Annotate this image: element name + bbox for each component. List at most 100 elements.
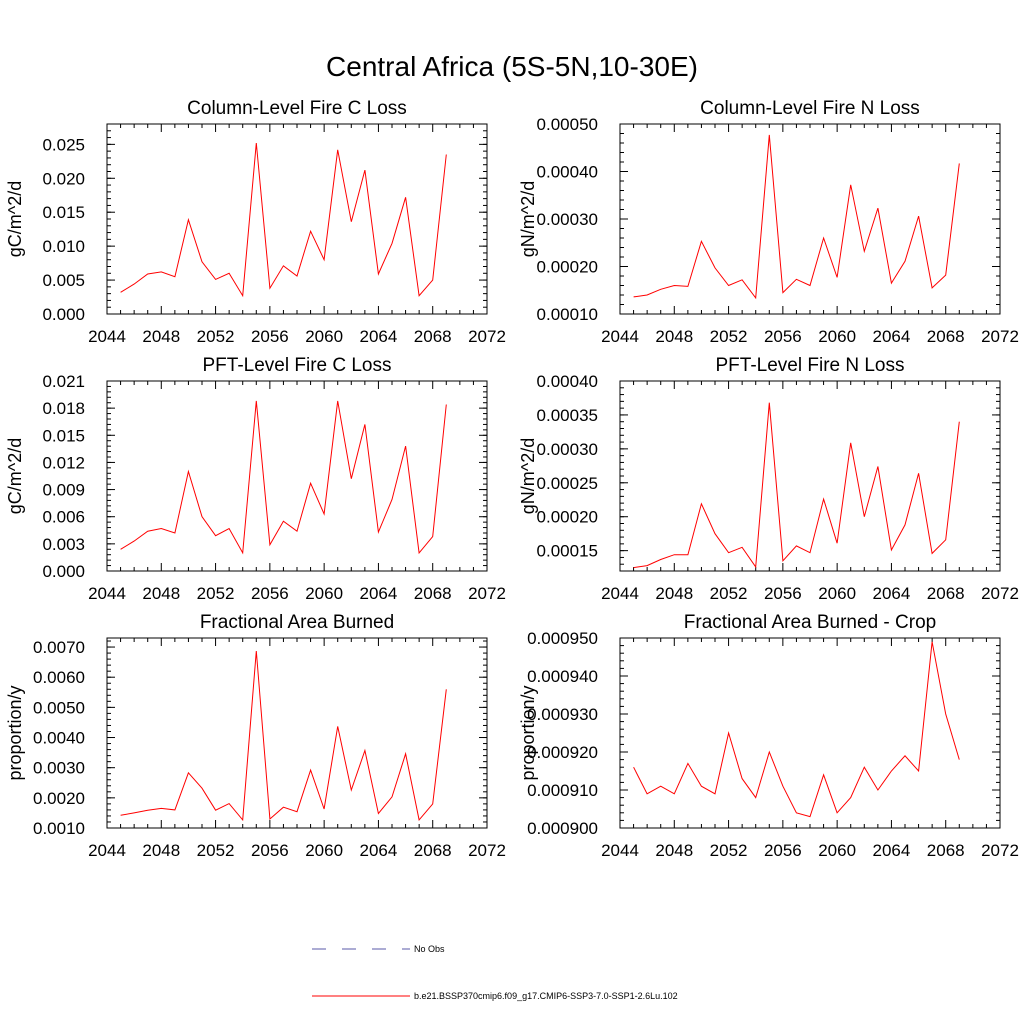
x-tick-label: 2064 — [360, 584, 398, 603]
y-tick-label: 0.018 — [42, 399, 85, 418]
x-tick-label: 2044 — [88, 841, 126, 860]
x-tick-label: 2060 — [818, 841, 856, 860]
y-tick-label: 0.00020 — [537, 258, 598, 277]
y-tick-label: 0.0060 — [33, 668, 85, 687]
x-tick-label: 2048 — [142, 841, 180, 860]
y-tick-label: 0.00030 — [537, 210, 598, 229]
x-tick-label: 2044 — [88, 584, 126, 603]
y-axis-label: gC/m^2/d — [5, 438, 25, 514]
chart-panel: Column-Level Fire C Loss gC/m^2/d 2044 2048… — [5, 98, 506, 346]
y-tick-label: 0.003 — [42, 535, 85, 554]
panel-title: Fractional Area Burned — [200, 612, 394, 633]
plot-frame — [106, 123, 488, 315]
y-tick-label: 0.000910 — [527, 781, 598, 800]
y-axis-label: gN/m^2/d — [518, 181, 538, 257]
series-line — [120, 400, 447, 555]
y-tick-label: 0.00015 — [537, 542, 598, 561]
y-tick-label: 0.025 — [42, 135, 85, 154]
legend-series-label: b.e21.BSSP370cmip6.f09_g17.CMIP6-SSP3-7.… — [414, 991, 678, 1001]
x-tick-label: 2060 — [305, 327, 343, 346]
y-tick-label: 0.010 — [42, 237, 85, 256]
y-tick-label: 0.00040 — [537, 163, 598, 182]
y-tick-label: 0.006 — [42, 508, 85, 527]
chart-panels: Column-Level Fire C Loss gC/m^2/d 2044 2048… — [5, 98, 1019, 860]
series-line — [633, 402, 960, 569]
x-tick-label: 2056 — [764, 327, 802, 346]
x-tick-label: 2048 — [655, 841, 693, 860]
plot-frame — [619, 637, 1001, 829]
x-tick-label: 2068 — [927, 327, 965, 346]
y-tick-label: 0.012 — [42, 453, 85, 472]
x-tick-label: 2048 — [655, 327, 693, 346]
x-tick-label: 2072 — [981, 327, 1019, 346]
x-tick-label: 2056 — [764, 841, 802, 860]
x-tick-label: 2048 — [142, 327, 180, 346]
x-tick-label: 2052 — [197, 841, 235, 860]
y-tick-label: 0.015 — [42, 203, 85, 222]
x-tick-label: 2044 — [601, 327, 639, 346]
x-tick-label: 2052 — [197, 584, 235, 603]
x-tick-label: 2044 — [88, 327, 126, 346]
x-tick-label: 2056 — [251, 584, 289, 603]
x-tick-label: 2048 — [142, 584, 180, 603]
y-tick-label: 0.00025 — [537, 474, 598, 493]
x-tick-label: 2056 — [251, 327, 289, 346]
panel-title: PFT-Level Fire C Loss — [203, 355, 392, 376]
x-tick-label: 2072 — [468, 841, 506, 860]
x-tick-label: 2068 — [414, 841, 452, 860]
x-tick-label: 2068 — [414, 327, 452, 346]
x-tick-label: 2044 — [601, 841, 639, 860]
panel-title: Column-Level Fire N Loss — [700, 98, 920, 119]
x-tick-label: 2072 — [981, 841, 1019, 860]
x-tick-label: 2064 — [873, 584, 911, 603]
plot-frame — [106, 380, 488, 572]
x-tick-label: 2068 — [414, 584, 452, 603]
y-tick-label: 0.0010 — [33, 819, 85, 838]
y-tick-label: 0.00050 — [537, 115, 598, 134]
y-tick-label: 0.000 — [42, 562, 85, 581]
x-tick-label: 2072 — [981, 584, 1019, 603]
y-tick-label: 0.0050 — [33, 698, 85, 717]
y-tick-label: 0.000950 — [527, 629, 598, 648]
y-tick-label: 0.020 — [42, 169, 85, 188]
panel-title: Column-Level Fire C Loss — [187, 98, 407, 119]
panel-title: PFT-Level Fire N Loss — [716, 355, 905, 376]
y-tick-label: 0.000920 — [527, 743, 598, 762]
x-tick-label: 2052 — [710, 841, 748, 860]
legend-obs-label: No Obs — [414, 944, 445, 954]
panel-title: Fractional Area Burned - Crop — [684, 612, 936, 633]
x-tick-label: 2064 — [873, 327, 911, 346]
x-tick-label: 2052 — [710, 327, 748, 346]
x-tick-label: 2060 — [305, 584, 343, 603]
x-tick-label: 2056 — [251, 841, 289, 860]
chart-panel: Fractional Area Burned - Crop proportion/… — [518, 612, 1019, 860]
x-tick-label: 2068 — [927, 584, 965, 603]
chart-panel: PFT-Level Fire C Loss gC/m^2/d 2044 2048 205… — [5, 355, 506, 603]
y-tick-label: 0.000930 — [527, 705, 598, 724]
x-tick-label: 2052 — [710, 584, 748, 603]
x-tick-label: 2072 — [468, 584, 506, 603]
x-tick-label: 2044 — [601, 584, 639, 603]
y-axis-label: proportion/y — [518, 685, 538, 780]
y-tick-label: 0.00010 — [537, 305, 598, 324]
series-line — [633, 641, 960, 818]
y-tick-label: 0.000 — [42, 305, 85, 324]
x-tick-label: 2072 — [468, 327, 506, 346]
y-tick-label: 0.005 — [42, 271, 85, 290]
legend: No Obs b.e21.BSSP370cmip6.f09_g17.CMIP6-… — [312, 944, 678, 1001]
y-tick-label: 0.00030 — [537, 440, 598, 459]
y-tick-label: 0.00020 — [537, 508, 598, 527]
x-tick-label: 2056 — [764, 584, 802, 603]
y-axis-label: proportion/y — [5, 685, 25, 780]
y-tick-label: 0.0070 — [33, 638, 85, 657]
x-tick-label: 2060 — [818, 584, 856, 603]
y-tick-label: 0.00040 — [537, 372, 598, 391]
y-tick-label: 0.0020 — [33, 789, 85, 808]
x-tick-label: 2068 — [927, 841, 965, 860]
main-title: Central Africa (5S-5N,10-30E) — [326, 51, 698, 82]
x-tick-label: 2060 — [305, 841, 343, 860]
x-tick-label: 2052 — [197, 327, 235, 346]
series-line — [120, 650, 447, 822]
x-tick-label: 2064 — [360, 327, 398, 346]
